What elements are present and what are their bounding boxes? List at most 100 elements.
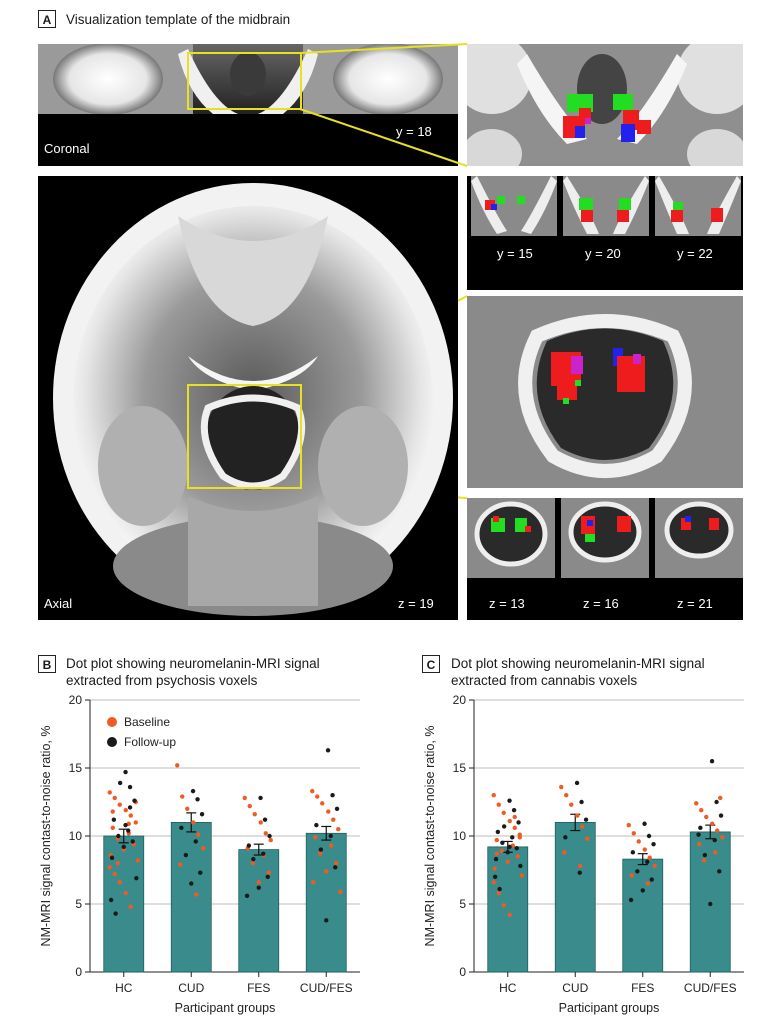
baseline-point	[110, 825, 115, 831]
followup-point	[507, 844, 512, 850]
followup-point	[493, 856, 499, 862]
y-tick-label: 0	[75, 965, 82, 979]
baseline-point	[512, 814, 517, 820]
baseline-point	[575, 813, 580, 818]
legend-baseline-marker	[107, 717, 117, 727]
baseline-point	[242, 795, 247, 801]
baseline-point	[117, 802, 122, 807]
chart-c-svg: 0 5 10 15 20 HC CUD FES CUD/FES Participant group…	[423, 693, 744, 1015]
followup-point	[198, 870, 203, 875]
baseline-point	[499, 848, 504, 854]
baseline-point	[318, 851, 323, 856]
followup-point	[646, 833, 652, 839]
followup-point	[126, 828, 131, 833]
axial-slice-2-label: z = 16	[583, 596, 619, 611]
y-tick-label: 20	[69, 693, 83, 707]
y-tick-label: 20	[453, 693, 467, 707]
axial-slices-strip: z = 13 z = 16 z = 21	[467, 498, 743, 620]
baseline-point	[250, 861, 255, 866]
coronal-slice-3	[655, 176, 741, 236]
followup-point	[195, 797, 200, 802]
followup-point	[702, 852, 708, 858]
panel-a-letter: A	[38, 10, 56, 28]
baseline-point	[324, 869, 329, 874]
baseline-point	[194, 892, 199, 897]
baseline-point	[117, 880, 122, 885]
followup-point	[635, 869, 640, 874]
panel-b-title-line2: extracted from psychosis voxels	[66, 673, 258, 688]
followup-point	[113, 911, 118, 916]
baseline-point	[128, 904, 133, 909]
axial-slice-1	[467, 498, 555, 578]
baseline-point	[715, 828, 720, 833]
baseline-point	[713, 850, 718, 855]
baseline-point	[310, 788, 315, 794]
followup-point	[330, 793, 335, 798]
followup-point	[714, 799, 719, 805]
baseline-point	[636, 839, 641, 844]
panel-c-letter: C	[422, 655, 440, 673]
followup-point	[262, 817, 268, 822]
baseline-point	[252, 812, 257, 817]
baseline-point	[326, 809, 331, 814]
axial-slice-3-label: z = 21	[677, 596, 713, 611]
followup-point	[696, 832, 701, 837]
followup-point	[258, 795, 263, 801]
coronal-slice-label: y = 18	[396, 124, 432, 139]
coronal-slices-strip: y = 15 y = 20 y = 22	[467, 176, 743, 290]
baseline-point	[494, 837, 499, 843]
chart-b: 0 5 10 15 20 HC CUD FES CUD/FES Participant group…	[30, 690, 370, 1030]
followup-point	[628, 897, 634, 903]
baseline-point	[505, 859, 510, 865]
followup-point	[318, 847, 324, 852]
baseline-point	[515, 854, 520, 859]
followup-point	[325, 748, 331, 753]
followup-point	[267, 833, 272, 839]
baseline-point	[247, 803, 252, 809]
coronal-label: Coronal	[44, 141, 90, 156]
coronal-image: Coronal y = 18	[38, 44, 458, 166]
baseline-point	[123, 890, 128, 896]
followup-point	[507, 798, 512, 803]
followup-point	[179, 825, 184, 831]
followup-point	[516, 820, 521, 825]
baseline-point	[329, 843, 334, 848]
followup-point	[256, 885, 261, 890]
baseline-point	[491, 880, 496, 885]
baseline-point	[585, 836, 590, 841]
followup-point	[134, 875, 139, 881]
legend-baseline-label: Baseline	[124, 715, 170, 729]
baseline-point	[110, 809, 115, 814]
y-tick-label: 15	[453, 761, 467, 775]
y-tick-label: 15	[69, 761, 83, 775]
followup-point	[709, 759, 715, 764]
baseline-point	[334, 861, 339, 866]
followup-point	[116, 833, 121, 839]
baseline-point	[512, 825, 517, 831]
baseline-point	[702, 858, 707, 863]
baseline-point	[564, 793, 569, 798]
followup-point	[579, 799, 584, 805]
baseline-point	[112, 871, 117, 877]
followup-point	[130, 839, 135, 844]
axial-image: Axial z = 19	[38, 176, 458, 620]
x-tick-label: CUD/FES	[300, 981, 353, 995]
baseline-point	[311, 880, 316, 885]
bar-fes	[238, 849, 280, 973]
baseline-point	[697, 841, 702, 847]
axial-label: Axial	[44, 596, 73, 611]
followup-point	[563, 835, 568, 840]
x-tick-label: HC	[499, 981, 517, 995]
baseline-point	[642, 847, 647, 852]
baseline-point	[196, 832, 201, 837]
followup-point	[574, 780, 580, 786]
baseline-point	[631, 831, 636, 836]
baseline-point	[507, 912, 512, 918]
followup-point	[651, 841, 656, 847]
axial-slice-2	[561, 498, 649, 578]
followup-point	[127, 784, 133, 790]
baseline-point	[178, 862, 183, 867]
baseline-point	[492, 866, 497, 871]
baseline-point	[128, 813, 133, 818]
followup-point	[123, 769, 128, 775]
